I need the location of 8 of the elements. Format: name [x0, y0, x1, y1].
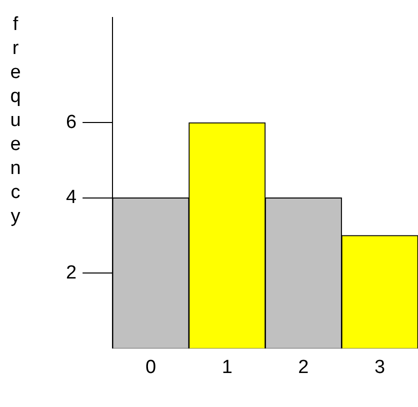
x-tick-label: 2 — [298, 356, 309, 378]
x-tick-label: 1 — [222, 356, 232, 378]
y-axis-title: frequency — [4, 14, 26, 230]
y-tick-label: 2 — [66, 262, 77, 284]
y-tick-label: 6 — [66, 112, 77, 133]
x-tick-label: 3 — [374, 356, 386, 378]
y-tick-label: 4 — [66, 187, 77, 208]
x-tick-label: 0 — [145, 356, 156, 378]
